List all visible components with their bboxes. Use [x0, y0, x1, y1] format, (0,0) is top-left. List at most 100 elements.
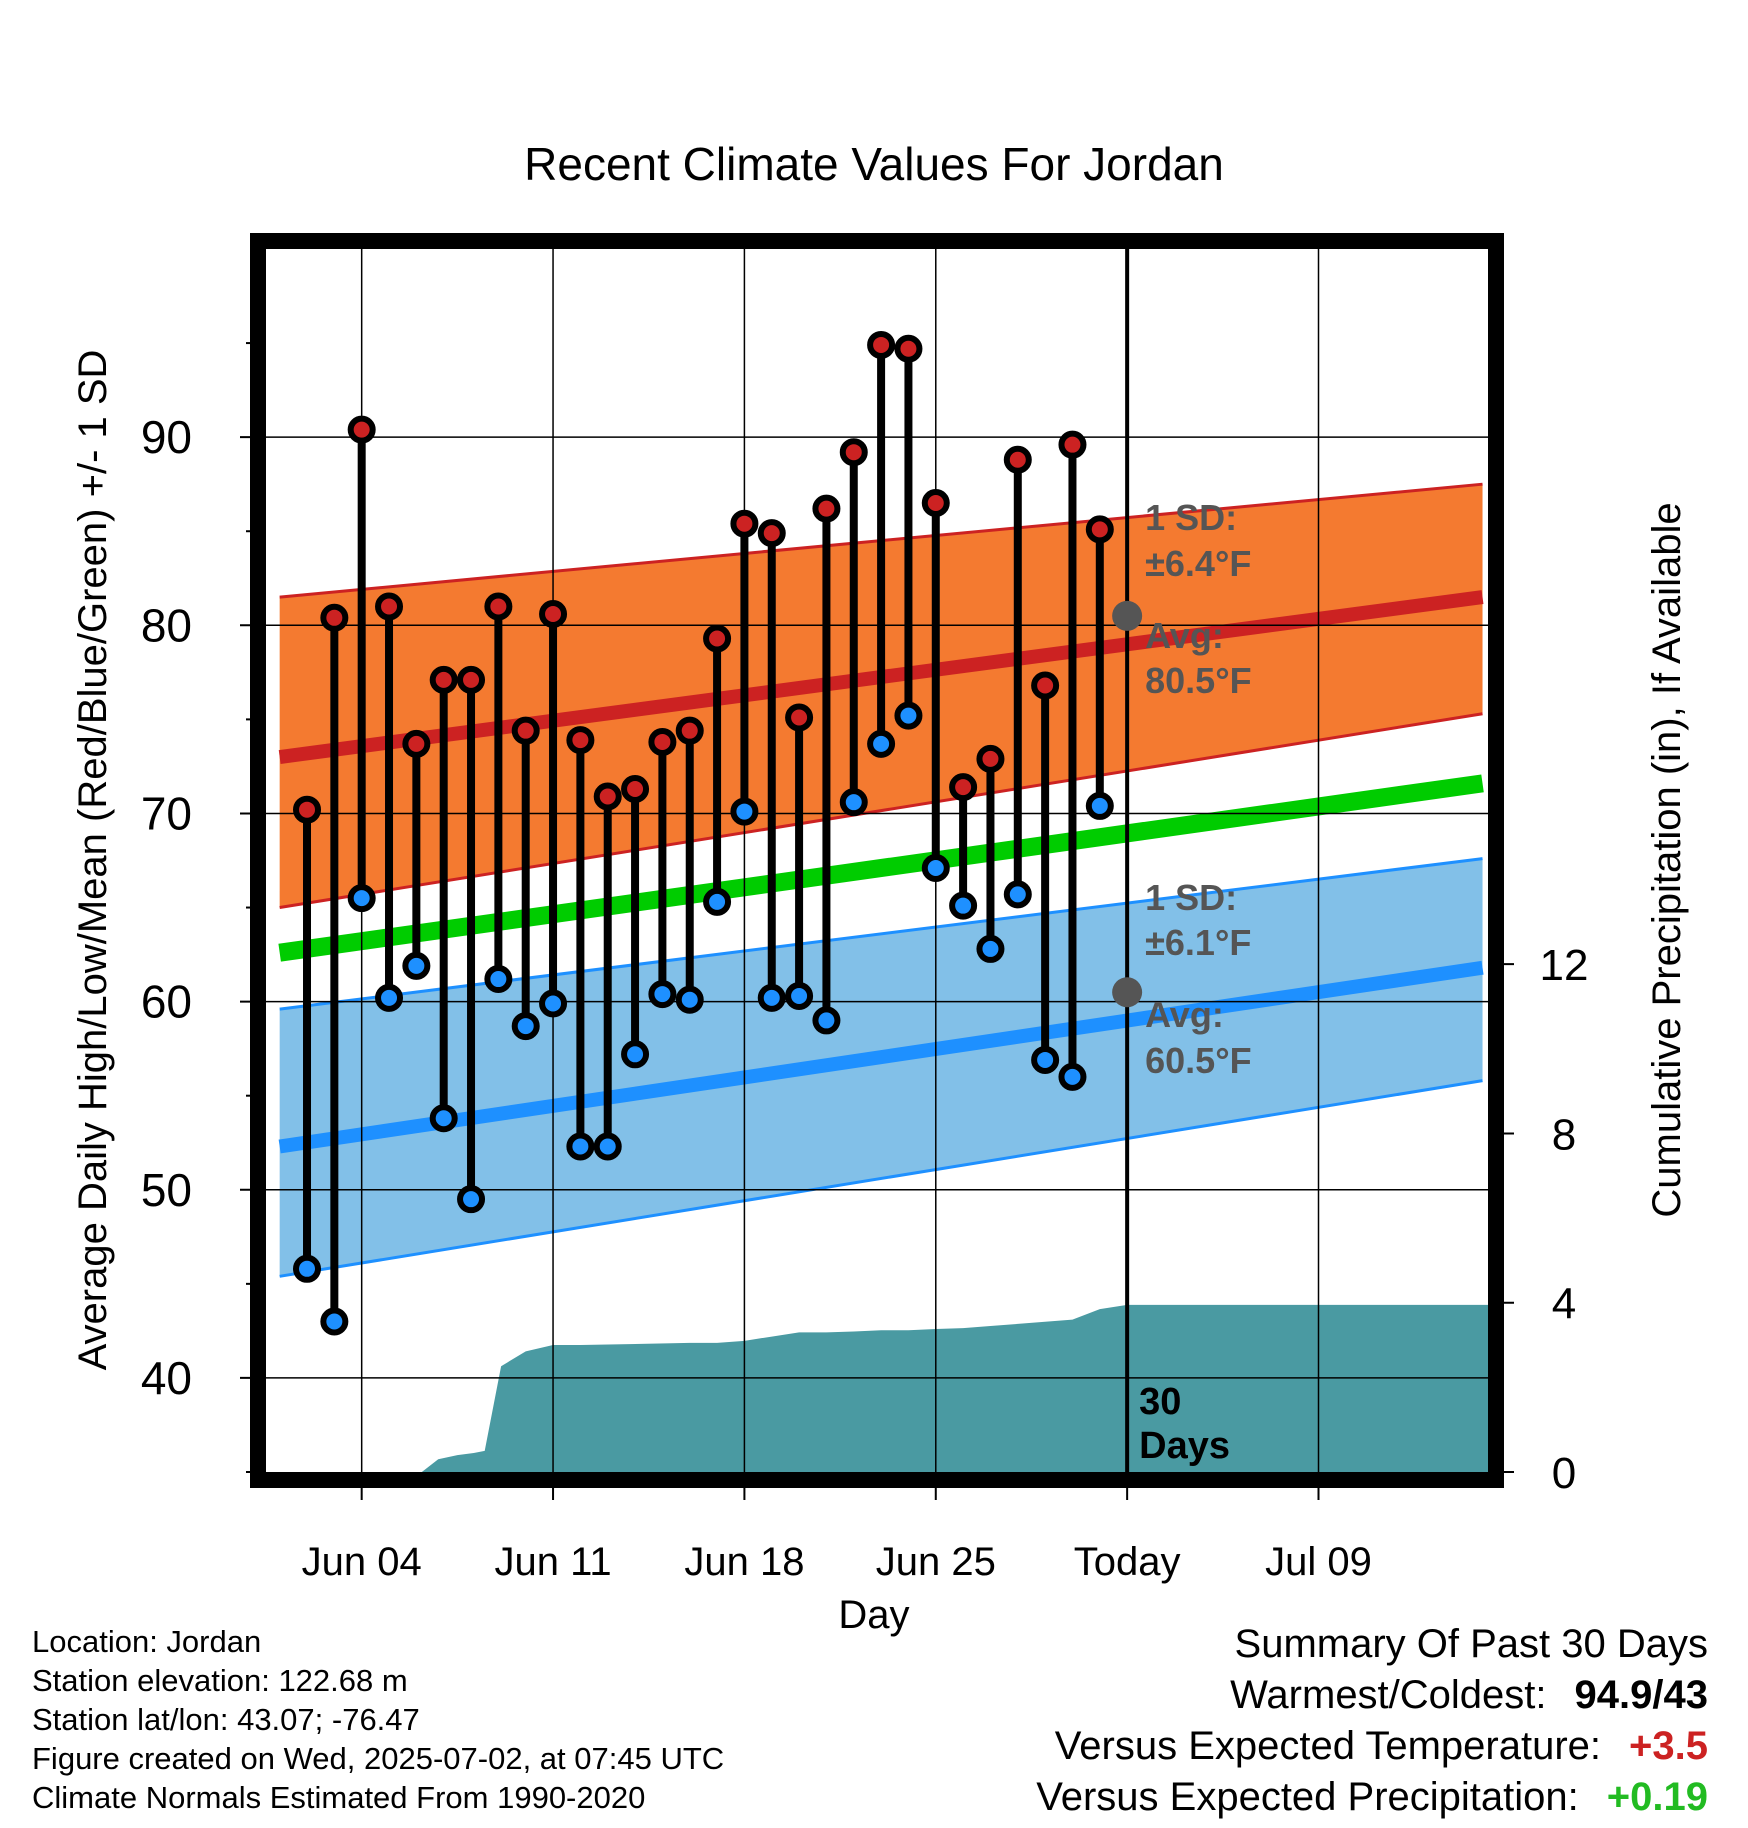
- x-tick-label: Jun 11: [494, 1540, 611, 1584]
- created-text: Figure created on Wed, 2025-07-02, at 07…: [32, 1741, 725, 1776]
- high-point: [812, 494, 841, 523]
- low-sd-label: 1 SD:: [1145, 877, 1237, 918]
- mean-avg-line: [278, 774, 1484, 962]
- latlon-text: Station lat/lon: 43.07; -76.47: [32, 1702, 420, 1737]
- plot-area: [266, 249, 1488, 1472]
- x-tick-label: Today: [1074, 1540, 1181, 1584]
- high-point: [1003, 445, 1032, 474]
- high-point: [921, 489, 950, 518]
- low-point: [867, 729, 896, 758]
- low-point: [402, 951, 431, 980]
- low-point: [921, 854, 950, 883]
- high-point: [648, 727, 677, 756]
- low-point: [1003, 880, 1032, 909]
- y2-tick-label: 8: [1552, 1110, 1576, 1159]
- high-point: [949, 773, 978, 802]
- high-point: [976, 744, 1005, 773]
- high-sd-label: 1 SD:: [1145, 497, 1237, 538]
- low-point: [1058, 1062, 1087, 1091]
- high-point: [1058, 430, 1087, 459]
- high-point: [566, 726, 595, 755]
- y2-tick-label: 4: [1552, 1280, 1576, 1329]
- low-avg-line: [278, 960, 1484, 1154]
- high-point: [894, 334, 923, 363]
- x-tick-label: Jun 25: [876, 1540, 996, 1584]
- high-point: [320, 603, 349, 632]
- low-point: [293, 1254, 322, 1283]
- y2-tick-label: 12: [1540, 941, 1589, 990]
- precip-anomaly-label: Versus Expected Precipitation:: [1036, 1775, 1579, 1819]
- normals-text: Climate Normals Estimated From 1990-2020: [32, 1780, 646, 1815]
- high-point: [757, 519, 786, 548]
- today-high-avg-dot: [1112, 600, 1143, 631]
- y-axis-label: Average Daily High/Low/Mean (Red/Blue/Gr…: [71, 350, 115, 1371]
- high-point: [457, 665, 486, 694]
- summary-warmest-row: Warmest/Coldest: 94.9/43: [808, 1673, 1708, 1724]
- summary-title: Summary Of Past 30 Days: [1234, 1622, 1708, 1666]
- low-point: [1031, 1045, 1060, 1074]
- high-lower-line: [279, 712, 1483, 910]
- warmest-label: Warmest/Coldest:: [1230, 1673, 1547, 1717]
- low-lower-line: [279, 1079, 1483, 1278]
- high-point: [293, 795, 322, 824]
- y-tick-label: 70: [141, 787, 192, 839]
- low-point: [320, 1307, 349, 1336]
- low-point: [539, 989, 568, 1018]
- low-avg-value: 60.5°F: [1145, 1040, 1251, 1081]
- y-tick-label: 80: [141, 599, 192, 651]
- observations: [293, 330, 1114, 1336]
- high-point: [867, 330, 896, 359]
- today-days-label: 30: [1139, 1381, 1181, 1423]
- plot-frame: [250, 233, 1504, 1488]
- high-point: [675, 716, 704, 745]
- axes: 40 50 60 70 80 90 0 4 8 12 Jun 04 Jun 11 Jun 18 Jun 2…: [141, 342, 1589, 1584]
- high-point: [375, 592, 404, 621]
- high-point: [785, 703, 814, 732]
- location-text: Location: Jordan: [32, 1624, 262, 1659]
- low-avg-label: Avg:: [1145, 994, 1224, 1035]
- y-tick-label: 90: [141, 411, 192, 463]
- elevation-text: Station elevation: 122.68 m: [32, 1663, 408, 1698]
- high-point: [1031, 671, 1060, 700]
- high-point: [1085, 515, 1114, 544]
- y-tick-label: 50: [141, 1164, 192, 1216]
- low-point: [949, 891, 978, 920]
- low-point: [484, 965, 513, 994]
- x-tick-label: Jul 09: [1265, 1540, 1372, 1584]
- low-point: [593, 1132, 622, 1161]
- high-sd-value: ±6.4°F: [1145, 543, 1251, 584]
- low-point: [976, 934, 1005, 963]
- low-upper-line: [279, 857, 1483, 1011]
- low-point: [839, 788, 868, 817]
- high-avg-value: 80.5°F: [1145, 660, 1251, 701]
- warmest-value: 94.9/43: [1574, 1673, 1708, 1717]
- y-tick-label: 60: [141, 976, 192, 1028]
- temp-anomaly-value: +3.5: [1629, 1724, 1708, 1768]
- high-point: [347, 415, 376, 444]
- high-point: [621, 775, 650, 804]
- high-point: [429, 665, 458, 694]
- low-point: [375, 983, 404, 1012]
- high-avg-label: Avg:: [1145, 615, 1224, 656]
- high-point: [402, 729, 431, 758]
- high-point: [484, 592, 513, 621]
- low-point: [703, 887, 732, 916]
- y2-axis-label: Cumulative Precipitation (in), If Availa…: [1645, 502, 1689, 1217]
- low-point: [347, 884, 376, 913]
- chart-title: Recent Climate Values For Jordan: [524, 138, 1224, 190]
- low-point: [566, 1132, 595, 1161]
- temp-anomaly-label: Versus Expected Temperature:: [1054, 1724, 1602, 1768]
- low-point: [457, 1185, 486, 1214]
- x-tick-label: Jun 04: [302, 1540, 422, 1584]
- high-point: [539, 600, 568, 629]
- low-point: [621, 1040, 650, 1069]
- precip-area: [266, 1304, 1488, 1472]
- high-point: [730, 509, 759, 538]
- low-point: [429, 1104, 458, 1133]
- low-point: [730, 797, 759, 826]
- low-point: [675, 985, 704, 1014]
- low-point: [511, 1012, 540, 1041]
- low-point: [785, 981, 814, 1010]
